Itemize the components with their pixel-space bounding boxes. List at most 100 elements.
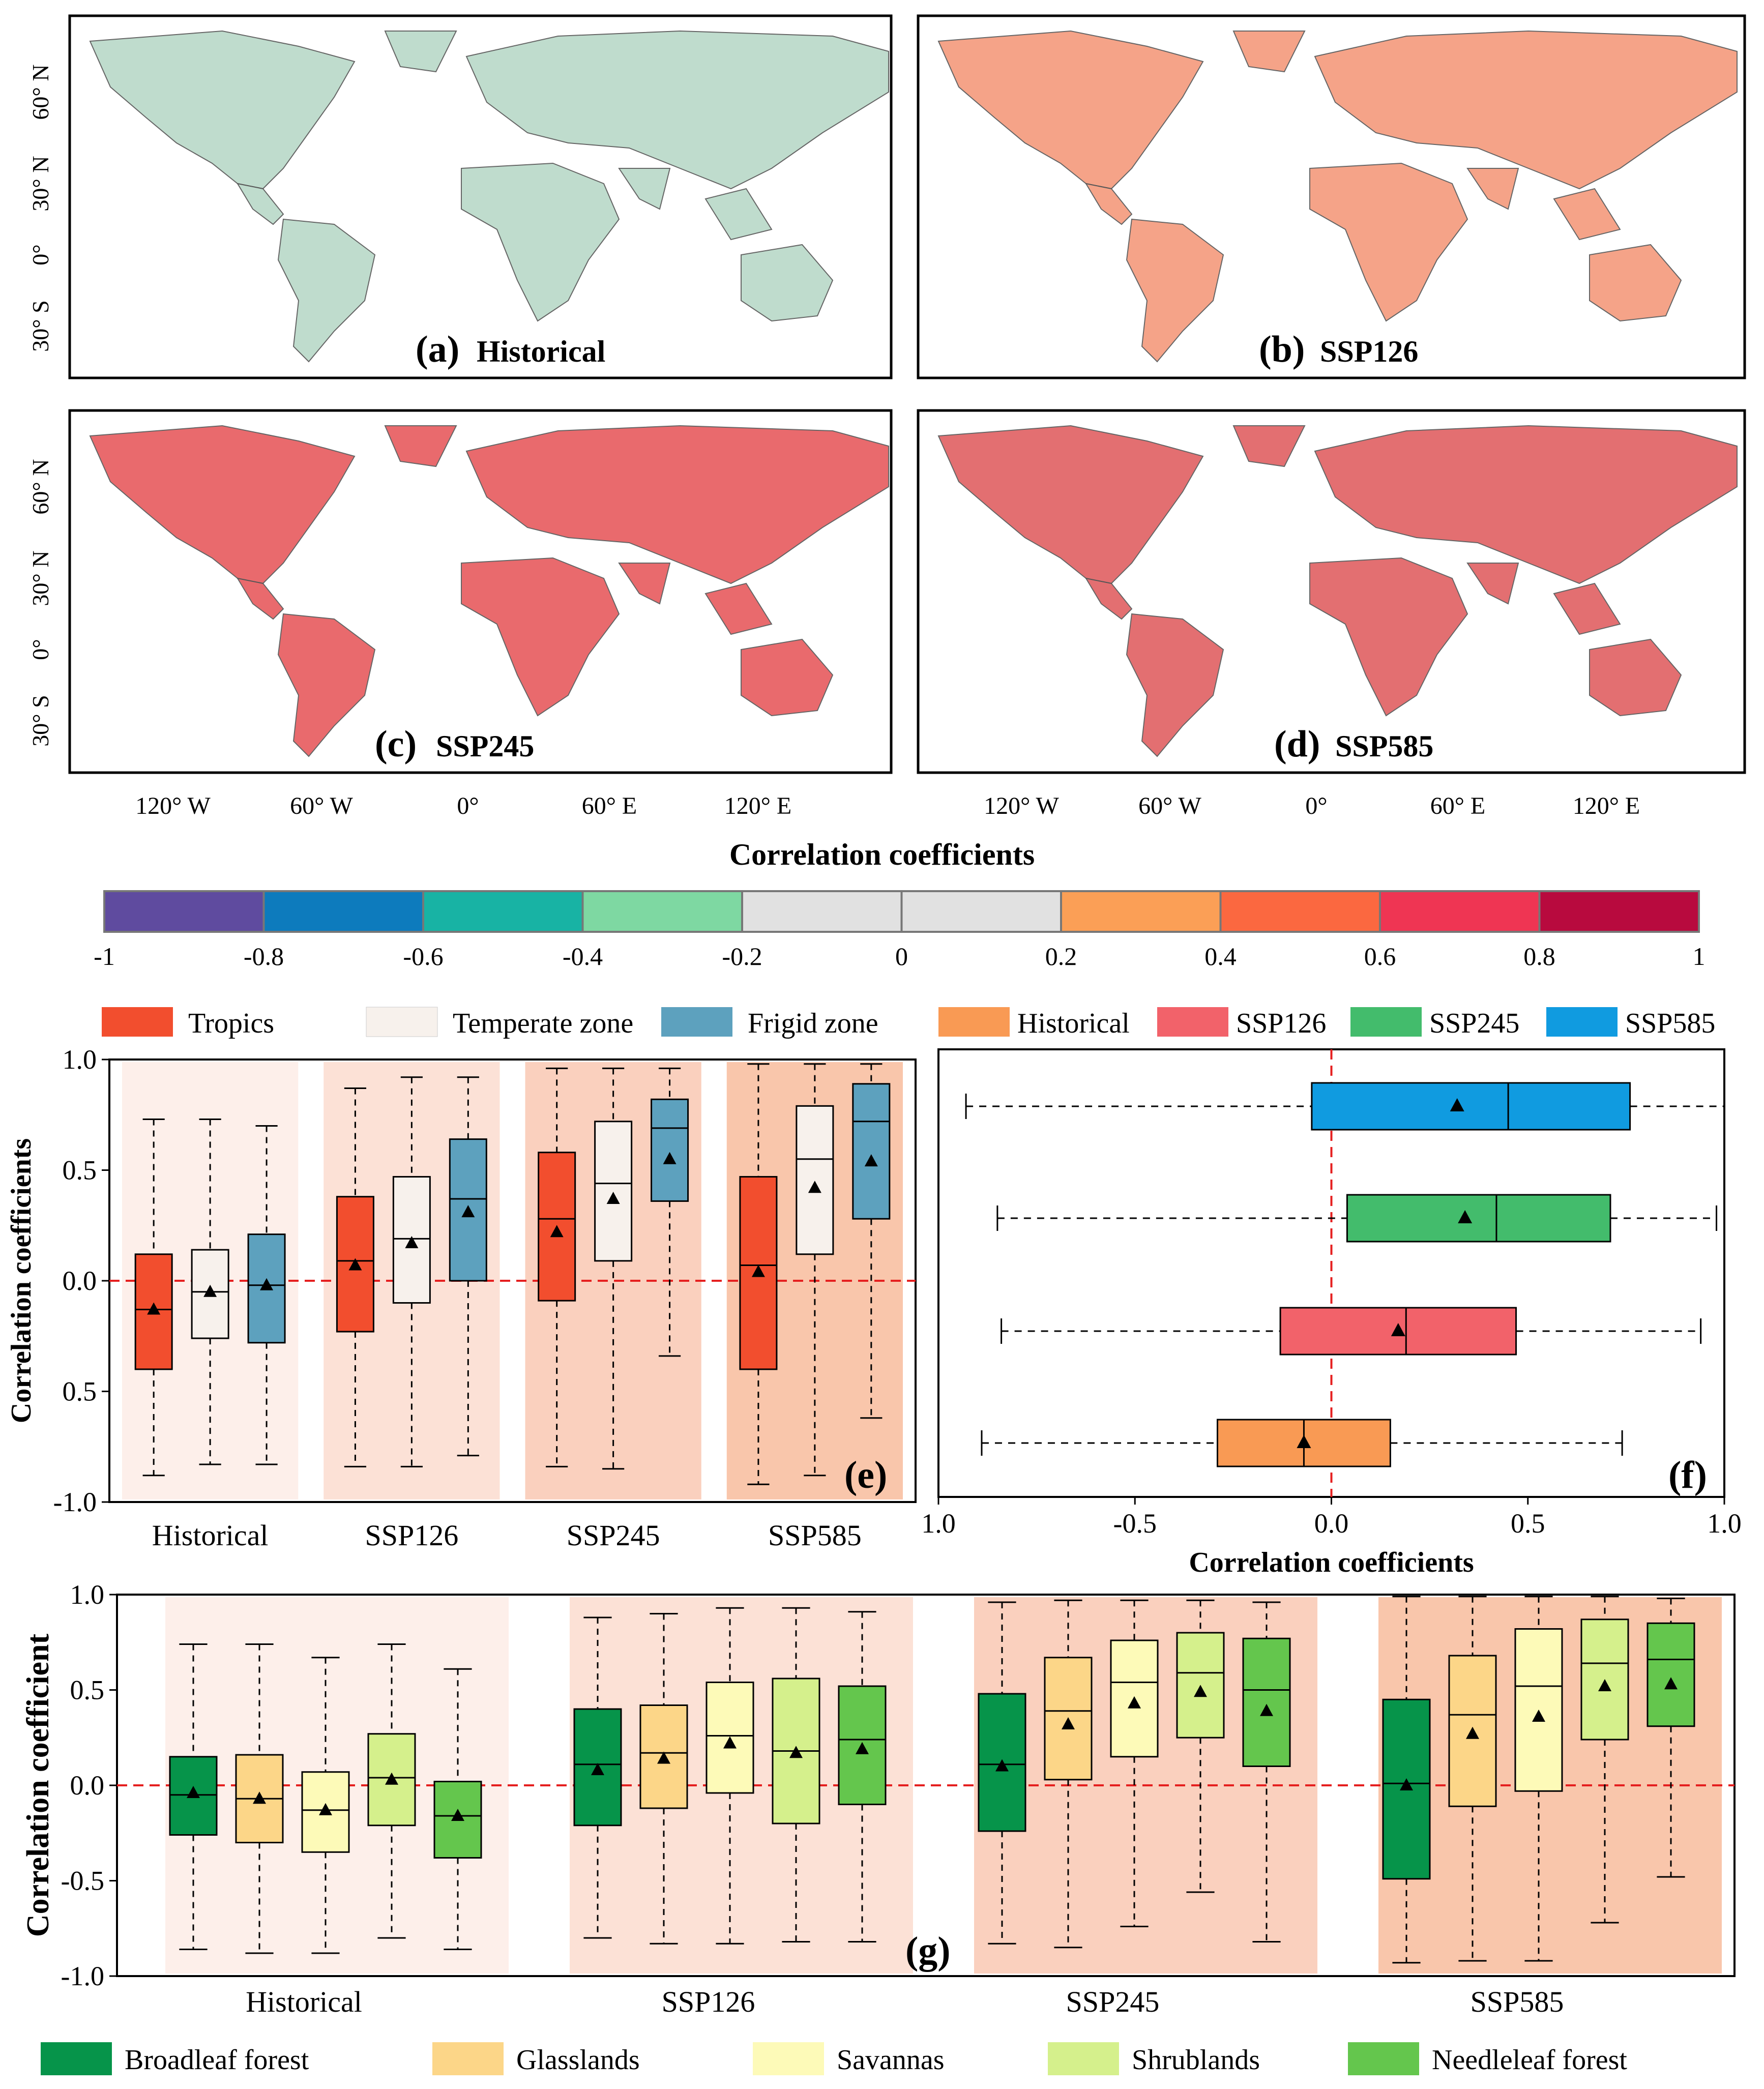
y-axis-label: Correlation coefficient: [21, 1634, 55, 1937]
legend-label: Savannas: [837, 2044, 945, 2076]
panel-letter: (e): [844, 1454, 887, 1496]
category-label: SSP126: [365, 1519, 458, 1552]
map-lon-tick: 0°: [457, 792, 479, 819]
legend-swatch: [1048, 2042, 1119, 2075]
y-tick-label: -0.5: [61, 1866, 104, 1896]
land-shape: [1466, 563, 1519, 605]
legend-swatch: [1348, 2042, 1419, 2075]
x-tick-label: 1.0: [921, 1508, 956, 1539]
box-mean-marker: [203, 1284, 217, 1297]
land-shape: [937, 425, 1204, 584]
legend-label: Needleleaf forest: [1432, 2044, 1627, 2076]
box-mean-marker: [606, 1192, 620, 1204]
map-lat-tick: 30° S: [27, 695, 53, 746]
box-mean-marker: [1532, 1710, 1545, 1722]
land-shape: [1589, 638, 1682, 717]
colorbar-tick: -1: [94, 942, 115, 970]
legend-swatch: [1157, 1007, 1228, 1037]
box-mean-marker: [1450, 1098, 1464, 1111]
legend-label: Temperate zone: [453, 1008, 633, 1039]
legend-label: Glasslands: [516, 2044, 640, 2076]
box-mean-marker: [1391, 1323, 1405, 1336]
y-tick-label: -1.0: [61, 1961, 104, 1991]
x-tick-label: -0.5: [1113, 1508, 1157, 1539]
legend-label: SSP585: [1625, 1008, 1715, 1039]
legend-label: Frigid zone: [748, 1008, 878, 1039]
box-mean-marker: [1458, 1210, 1473, 1223]
box-mean-marker: [187, 1786, 200, 1798]
legend-label: Historical: [1017, 1008, 1130, 1039]
colorbar-tick: 0.4: [1204, 942, 1237, 970]
box-iqr: [594, 1121, 633, 1262]
y-tick-label: 0.5: [63, 1376, 97, 1407]
colorbar-tick: -0.8: [244, 942, 284, 970]
land-shape: [1314, 425, 1738, 584]
land-shape: [1232, 425, 1306, 467]
map-panel-b: (b) SSP126: [917, 14, 1746, 379]
map-panel-c: (c) SSP245: [68, 409, 893, 774]
box-mean-marker: [348, 1258, 362, 1271]
x-tick-label: 0.0: [1314, 1508, 1349, 1539]
box-mean-marker: [260, 1278, 274, 1290]
box-mean-marker: [550, 1225, 564, 1238]
map-lat-tick: 0°: [27, 244, 53, 265]
map-lat-tick: 30° S: [27, 300, 53, 351]
legend-label: Tropics: [188, 1008, 274, 1039]
map-panels: (a) Historical (b) SSP126 (c) SSP245 (d)…: [27, 14, 1746, 819]
map-lon-tick: 120° W: [984, 792, 1059, 819]
category-label: Historical: [246, 1985, 362, 2018]
colorbar-tick: -0.4: [563, 942, 603, 970]
box-mean-marker: [405, 1236, 419, 1249]
legend-swatch: [753, 2042, 824, 2075]
y-tick-label: 1.0: [70, 1579, 105, 1610]
land-shape: [1232, 31, 1306, 73]
legend-swatch: [938, 1007, 1010, 1037]
box-mean-marker: [1598, 1679, 1611, 1691]
box-mean-marker: [808, 1181, 821, 1193]
map-lon-tick: 120° E: [724, 792, 792, 819]
panel-g-boxplot: Historical SSP126 SSP245 SSP585 1.0 0.5 0.0 -0.…: [21, 1579, 1736, 2076]
land-shape: [1084, 183, 1133, 225]
map-lon-tick: 120° E: [1573, 792, 1640, 819]
map-latitude-labels: 60° N 30° N 0° 30° S 60° N 30° N 0° 30° S: [27, 64, 53, 746]
y-axis-label: Correlation coefficients: [6, 1138, 37, 1423]
land-shape: [1126, 218, 1224, 363]
legend-label: Shrublands: [1132, 2044, 1260, 2076]
land-shape: [1589, 244, 1682, 322]
box-mean-marker: [723, 1736, 737, 1749]
map-longitude-labels: 120° W 60° W 0° 60° E 120° E 120° W 60° W 0° 60°…: [135, 792, 1640, 819]
map-a-title: Historical: [477, 335, 605, 368]
land-shape: [89, 30, 356, 190]
map-panel-d: (d) SSP585: [917, 409, 1746, 774]
box-mean-marker: [1466, 1726, 1479, 1739]
land-shape: [236, 183, 284, 225]
colorbar-swatch: [581, 890, 743, 933]
box-mean-marker: [253, 1791, 266, 1804]
land-shape: [89, 425, 356, 584]
map-lon-tick: 120° W: [135, 792, 211, 819]
box-mean-marker: [1297, 1435, 1311, 1448]
map-lon-tick: 60° W: [290, 792, 353, 819]
colorbar-swatch: [422, 890, 584, 933]
map-lon-tick: 60° E: [582, 792, 637, 819]
box-mean-marker: [864, 1154, 878, 1167]
colorbar-swatch: [103, 890, 265, 933]
box-mean-marker: [995, 1759, 1009, 1772]
legend-swatch: [41, 2042, 112, 2075]
land-shape: [1466, 168, 1519, 210]
colorbar-swatch: [1060, 890, 1222, 933]
land-shape: [384, 425, 457, 467]
map-panel-a: (a) Historical: [68, 14, 893, 379]
colorbar-title: Correlation coefficients: [729, 838, 1035, 871]
y-tick-label: 0.0: [70, 1770, 105, 1801]
legend-swatch: [1546, 1007, 1618, 1037]
map-lon-tick: 0°: [1305, 792, 1327, 819]
map-b-title: SSP126: [1320, 335, 1418, 368]
box-iqr: [1346, 1194, 1611, 1243]
panel-letter: (f): [1668, 1454, 1707, 1496]
box-mean-marker: [451, 1809, 464, 1821]
land-shape: [704, 582, 773, 635]
colorbar-tick: -0.6: [403, 942, 443, 970]
legend-label: Broadleaf forest: [125, 2044, 309, 2076]
map-lat-tick: 30° N: [27, 156, 53, 211]
